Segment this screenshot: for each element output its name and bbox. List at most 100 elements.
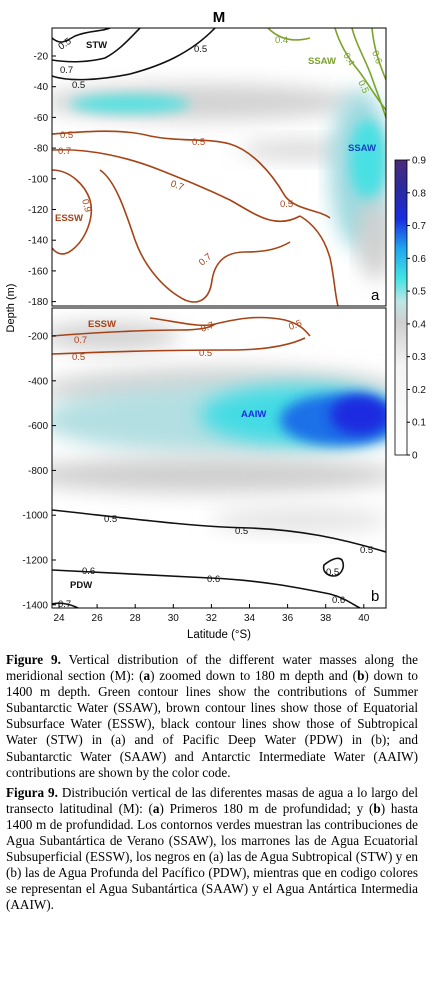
x-axis-label: Latitude (°S) xyxy=(187,629,251,641)
section-title: M xyxy=(213,9,226,26)
colorbar-tick-label: 0.8 xyxy=(412,188,426,199)
panel-a-y-tick-label: -20 xyxy=(34,52,49,63)
panel-a-y-ticks: -20 -40 -60 -80 -100 -120 -140 -160 -180 xyxy=(28,52,56,308)
panel-b-y-tick-label: -800 xyxy=(28,466,48,477)
colorbar-tick-label: 0.4 xyxy=(412,319,426,330)
essw-contour-right-lobe xyxy=(299,215,339,306)
panel-a-y-tick-label: -160 xyxy=(28,266,48,277)
panel-b-shading xyxy=(52,308,386,608)
panel-a-y-tick-label: -100 xyxy=(28,174,48,185)
x-tick-label: 34 xyxy=(244,613,256,624)
label-ssaw: SSAW xyxy=(348,143,376,154)
essw-b-07 xyxy=(52,323,216,337)
panel-a-y-tick-label: -140 xyxy=(28,236,48,247)
x-tick-label: 24 xyxy=(53,613,65,624)
panel-a-y-tick-label: -120 xyxy=(28,205,48,216)
svg-text:0.7: 0.7 xyxy=(74,335,87,346)
svg-text:0.7: 0.7 xyxy=(58,146,71,157)
svg-text:0.5: 0.5 xyxy=(355,79,371,96)
y-axis-label: Depth (m) xyxy=(5,284,17,333)
pdw-06 xyxy=(52,569,361,608)
svg-text:0.7: 0.7 xyxy=(58,599,71,610)
colorbar-tick-label: 0.2 xyxy=(412,385,426,396)
panel-b-contours xyxy=(52,316,386,608)
colorbar-tick-label: 0.6 xyxy=(412,254,426,265)
svg-text:0.6: 0.6 xyxy=(82,566,95,577)
panel-a-shading xyxy=(52,28,386,306)
x-tick-label: 36 xyxy=(282,613,294,624)
caption-spanish: Figura 9. Distribución vertical de las d… xyxy=(6,784,419,913)
stw-contour-05-low xyxy=(52,28,216,81)
panel-a-label: a xyxy=(371,287,380,304)
panel-b-label: b xyxy=(371,588,379,605)
x-tick-label: 26 xyxy=(92,613,104,624)
svg-text:0.5: 0.5 xyxy=(199,348,212,359)
x-tick-label: 30 xyxy=(168,613,180,624)
caption-en-label: Figure 9. xyxy=(6,652,61,667)
essw-contour-05-top xyxy=(52,130,331,219)
svg-text:0.5: 0.5 xyxy=(192,137,205,148)
panel-b-y-tick-label: -600 xyxy=(28,421,48,432)
svg-text:0.5: 0.5 xyxy=(60,130,73,141)
svg-text:0.7: 0.7 xyxy=(199,320,215,335)
svg-text:0.6: 0.6 xyxy=(369,49,384,65)
x-axis-ticks: 24 26 28 30 32 34 36 38 40 xyxy=(53,604,370,624)
ssaw-contour-05 xyxy=(351,28,386,119)
svg-text:0.7: 0.7 xyxy=(169,178,185,193)
label-essw-a: ESSW xyxy=(55,213,83,224)
panel-b-y-tick-label: -1000 xyxy=(22,511,48,522)
panel-b-contour-labels: 0.7 0.5 0.7 0.5 0.5 0.5 0.5 0.5 0.6 0.6 … xyxy=(58,318,373,610)
panel-a-frame xyxy=(51,27,387,307)
svg-text:0.5: 0.5 xyxy=(194,44,207,55)
panel-b-y-tick-label: -1200 xyxy=(22,556,48,567)
colorbar-tick-label: 0.7 xyxy=(412,221,426,232)
stw-contour-05-top xyxy=(52,28,111,43)
colorbar-tick-label: 0.9 xyxy=(412,156,426,167)
svg-text:0.5: 0.5 xyxy=(360,545,373,556)
ssaw-contour-04 xyxy=(334,28,386,111)
essw-b-top xyxy=(149,316,311,337)
panel-a-y-tick-label: -60 xyxy=(34,113,49,124)
panel-a-y-tick-label: -180 xyxy=(28,297,48,308)
svg-text:0.5: 0.5 xyxy=(72,352,85,363)
panel-a-contours xyxy=(52,28,386,306)
pdw-07 xyxy=(52,602,79,608)
panel-a-y-tick-label: -40 xyxy=(34,82,49,93)
x-tick-label: 32 xyxy=(206,613,218,624)
panel-b-y-tick-label: -1400 xyxy=(22,600,48,611)
svg-text:0.7: 0.7 xyxy=(60,65,73,76)
essw-contour-left-lobe xyxy=(52,169,92,255)
panel-b-y-ticks: -200 -400 -600 -800 -1000 -1200 -1400 xyxy=(22,332,56,611)
panel-b-y-tick-label: -400 xyxy=(28,376,48,387)
x-tick-label: 28 xyxy=(130,613,142,624)
water-mass-figure: M STW SSAW SSAW ESSW 0.5 0.7 0.5 0. xyxy=(5,9,426,641)
label-ssaw-top: SSAW xyxy=(308,56,336,67)
stw-contour-07 xyxy=(52,28,141,63)
panel-b-frame xyxy=(51,307,387,609)
svg-text:0.6: 0.6 xyxy=(207,574,220,585)
svg-text:0.5: 0.5 xyxy=(104,514,117,525)
svg-text:0.5: 0.5 xyxy=(235,526,248,537)
label-aaiw: AAIW xyxy=(241,409,266,420)
colorbar-tick-label: 0.5 xyxy=(412,287,426,298)
pdw-05 xyxy=(52,509,386,553)
ssaw-contour-top xyxy=(267,28,311,41)
colorbar-ticks: 0.9 0.8 0.7 0.6 0.5 0.4 0.3 0.2 0.1 0 xyxy=(407,156,426,462)
svg-text:0.5: 0.5 xyxy=(72,80,85,91)
panel-b-y-tick-label: -200 xyxy=(28,332,48,343)
svg-text:0.5: 0.5 xyxy=(287,318,303,333)
label-essw-b: ESSW xyxy=(88,319,116,330)
label-stw: STW xyxy=(86,40,107,51)
figure-captions: Figure 9. Vertical distribution of the d… xyxy=(6,652,418,918)
x-tick-label: 38 xyxy=(320,613,332,624)
essw-b-05 xyxy=(52,337,306,355)
essw-contour-mid-lobe xyxy=(99,169,291,303)
panel-a-y-tick-label: -80 xyxy=(34,144,49,155)
svg-text:0.5: 0.5 xyxy=(280,199,293,210)
caption-english: Figure 9. Vertical distribution of the d… xyxy=(6,652,418,780)
label-pdw: PDW xyxy=(70,580,92,591)
caption-es-label: Figura 9. xyxy=(6,784,58,800)
ssaw-contour-06 xyxy=(371,28,386,81)
svg-text:0.5: 0.5 xyxy=(326,567,339,578)
colorbar-tick-label: 0.1 xyxy=(412,418,426,429)
